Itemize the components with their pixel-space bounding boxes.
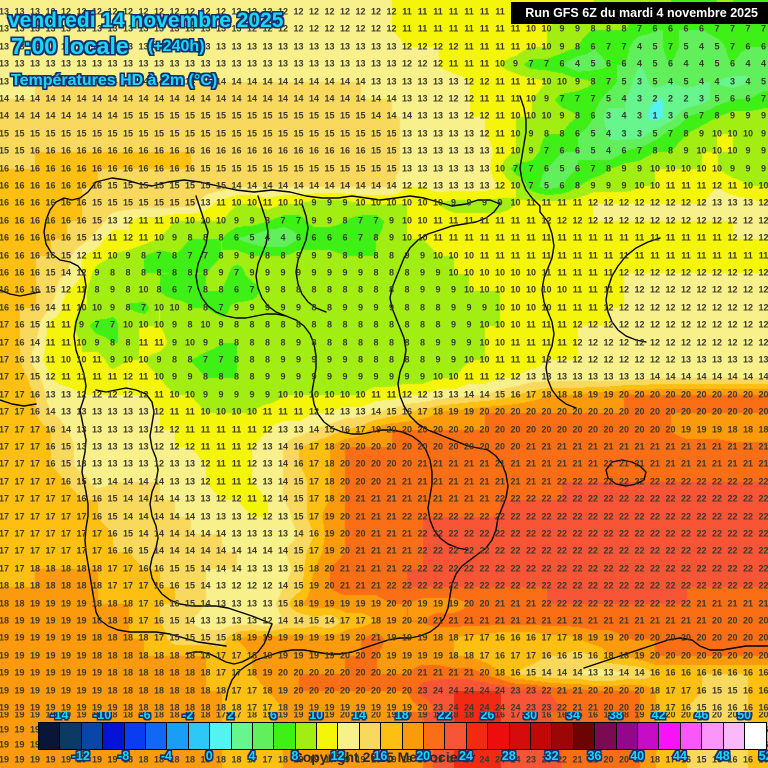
- color-scale-legend: 19 19 19 19 19 19 18 18 18 18 18 18 18 18 17 17 18 19 19 19…: [0, 712, 768, 768]
- color-swatch: [530, 723, 553, 749]
- lead-time-label: (+240h): [148, 38, 204, 56]
- color-swatch: [680, 723, 703, 749]
- forecast-time-label: 7:00 locale: [11, 33, 129, 60]
- legend-tick-label: 48: [716, 749, 730, 763]
- map-field[interactable]: 13 13 13 12 12 12 12 12 12 12 12 12 12 12 12 12 12 12 12 12…: [0, 0, 768, 712]
- legend-tick-label: 2: [227, 712, 234, 722]
- legend-tick-label: 34: [566, 712, 580, 722]
- legend-tick-label: 28: [502, 749, 516, 763]
- forecast-date-label: vendredi 14 novembre 2025: [8, 9, 283, 33]
- color-swatch: [317, 723, 339, 749]
- color-swatch: [744, 723, 767, 749]
- color-swatch: [445, 723, 467, 749]
- color-swatch: [103, 723, 125, 749]
- color-swatch: [616, 723, 638, 749]
- legend-tick-label: 10: [309, 712, 323, 722]
- legend-tick-label: 44: [673, 749, 687, 763]
- color-swatch: [145, 723, 168, 749]
- legend-tick-label: 6: [270, 712, 277, 722]
- color-swatch: [488, 723, 510, 749]
- legend-tick-label: -14: [50, 712, 68, 722]
- color-swatch: [124, 723, 146, 749]
- legend-tick-label: 42: [652, 712, 666, 722]
- color-swatch: [210, 723, 232, 749]
- legend-tick-label: -6: [139, 712, 150, 722]
- color-swatch: [637, 723, 660, 749]
- color-swatch: [252, 723, 275, 749]
- color-swatch: [702, 723, 724, 749]
- color-swatch: [424, 723, 446, 749]
- color-swatch: [60, 723, 82, 749]
- legend-tick-label: 14: [352, 712, 366, 722]
- color-swatch: [402, 723, 425, 749]
- legend-tick-label: 22: [438, 712, 452, 722]
- legend-tick-label: 46: [694, 712, 708, 722]
- color-swatch: [359, 723, 382, 749]
- color-swatch: [381, 723, 403, 749]
- color-swatch: [552, 723, 574, 749]
- legend-tick-label: 24: [459, 749, 473, 763]
- legend-tick-label: 36: [587, 749, 601, 763]
- legend-tick-label: 16: [373, 749, 387, 763]
- color-swatch: [188, 723, 211, 749]
- legend-tick-label: 40: [630, 749, 644, 763]
- copyright-label: Copyright 2025 Meteociel.fr: [293, 749, 476, 765]
- color-swatch: [466, 723, 489, 749]
- legend-tick-label: 8: [291, 749, 298, 763]
- color-scale-bar: [38, 722, 768, 750]
- legend-tick-label: -4: [161, 749, 172, 763]
- legend-tick-label: 38: [609, 712, 623, 722]
- legend-tick-label: -10: [93, 712, 111, 722]
- color-swatch: [81, 723, 104, 749]
- model-run-banner: Run GFS 6Z du mardi 4 novembre 2025: [511, 2, 768, 24]
- legend-tick-label: 26: [480, 712, 494, 722]
- color-swatch: [595, 723, 617, 749]
- parameter-label: Températures HD à 2m (°C): [11, 72, 217, 90]
- legend-tick-label: 4: [249, 749, 256, 763]
- color-swatch: [167, 723, 189, 749]
- color-swatch: [231, 723, 253, 749]
- color-swatch: [573, 723, 596, 749]
- legend-tick-label: 32: [545, 749, 559, 763]
- color-swatch: [509, 723, 531, 749]
- legend-tick-label: 12: [331, 749, 345, 763]
- legend-tick-label: 20: [416, 749, 430, 763]
- temperature-raster: [0, 0, 768, 712]
- color-swatch: [723, 723, 745, 749]
- legend-tick-label: -8: [118, 749, 129, 763]
- color-swatch: [39, 723, 61, 749]
- legend-tick-label: 0: [206, 749, 213, 763]
- legend-tick-label: 18: [395, 712, 409, 722]
- color-swatch: [274, 723, 296, 749]
- color-swatch: [295, 723, 318, 749]
- color-swatch: [659, 723, 681, 749]
- legend-tick-label: 30: [523, 712, 537, 722]
- legend-tick-label: 50: [737, 712, 751, 722]
- legend-tick-label: -2: [182, 712, 193, 722]
- color-swatch: [338, 723, 360, 749]
- legend-tick-label: 52: [759, 749, 768, 763]
- legend-tick-label: -12: [72, 749, 90, 763]
